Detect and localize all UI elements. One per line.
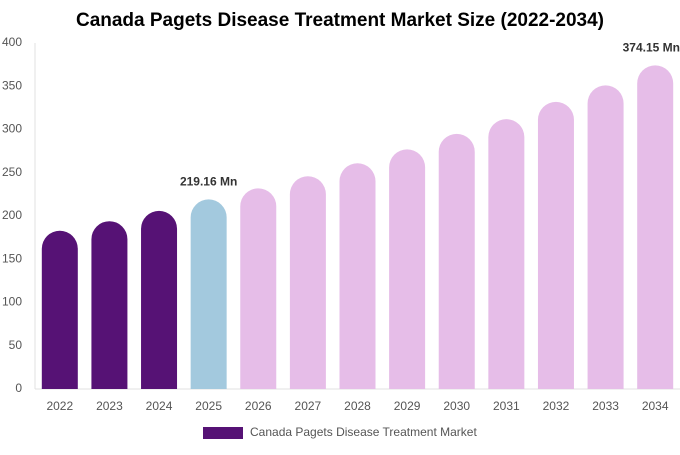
y-tick-label: 0 xyxy=(15,381,22,395)
bar xyxy=(289,176,326,389)
x-tick-label: 2023 xyxy=(96,399,123,413)
bar xyxy=(438,133,475,389)
value-label: 374.15 Mn xyxy=(623,41,680,55)
bar xyxy=(537,101,574,389)
bar xyxy=(41,230,78,389)
x-tick-label: 2031 xyxy=(493,399,520,413)
x-tick-label: 2028 xyxy=(344,399,371,413)
x-tick-label: 2032 xyxy=(543,399,570,413)
y-tick-label: 400 xyxy=(2,35,22,49)
y-tick-label: 100 xyxy=(2,295,22,309)
y-tick-label: 300 xyxy=(2,122,22,136)
x-tick-label: 2026 xyxy=(245,399,272,413)
bar xyxy=(190,199,227,389)
x-tick-label: 2027 xyxy=(295,399,322,413)
bar xyxy=(488,119,525,390)
bar xyxy=(587,85,624,389)
bar xyxy=(637,65,674,389)
x-tick-label: 2030 xyxy=(443,399,470,413)
bar xyxy=(141,210,178,389)
x-tick-label: 2022 xyxy=(46,399,73,413)
y-tick-label: 200 xyxy=(2,208,22,222)
legend-swatch xyxy=(203,427,243,439)
bar xyxy=(91,221,128,389)
bar xyxy=(339,163,376,389)
x-tick-label: 2025 xyxy=(195,399,222,413)
y-tick-label: 350 xyxy=(2,78,22,92)
x-tick-label: 2024 xyxy=(146,399,173,413)
value-label: 219.16 Mn xyxy=(180,175,237,189)
chart-title: Canada Pagets Disease Treatment Market S… xyxy=(76,10,604,31)
y-tick-label: 250 xyxy=(2,165,22,179)
bar xyxy=(389,149,426,389)
y-tick-label: 50 xyxy=(9,338,23,352)
x-tick-label: 2033 xyxy=(592,399,619,413)
y-tick-label: 150 xyxy=(2,251,22,265)
bar xyxy=(240,188,277,389)
x-tick-label: 2034 xyxy=(642,399,669,413)
x-tick-label: 2029 xyxy=(394,399,421,413)
legend-label: Canada Pagets Disease Treatment Market xyxy=(250,425,477,439)
